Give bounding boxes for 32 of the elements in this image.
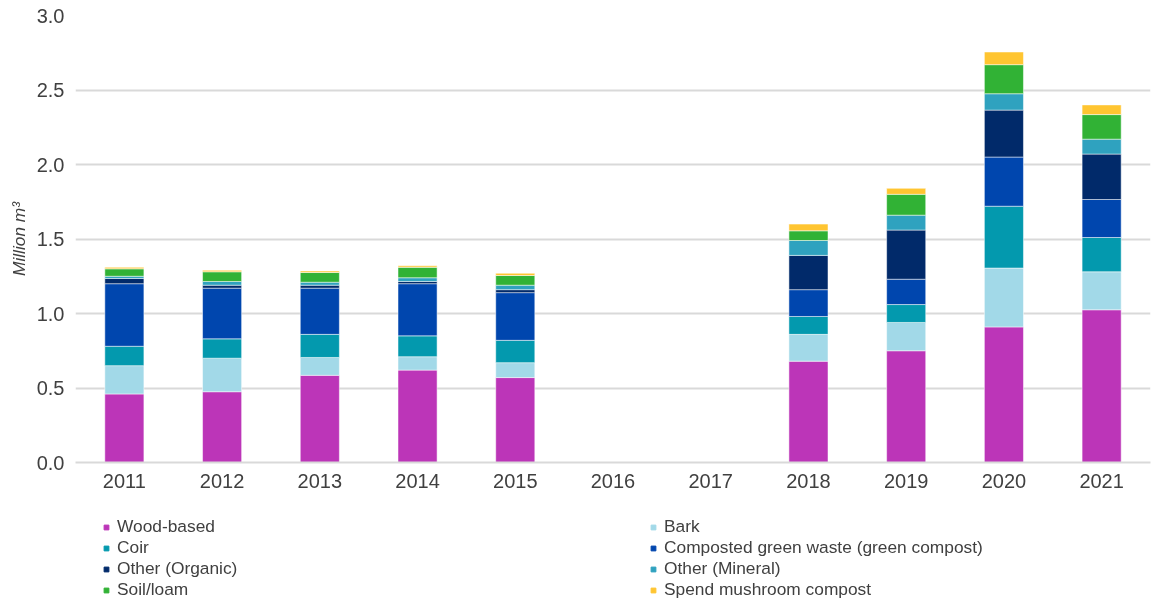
bar xyxy=(104,268,145,277)
y-tick-label: 1.0 xyxy=(36,302,65,325)
legend-label: Other (Mineral) xyxy=(664,558,782,579)
x-tick-label: 2013 xyxy=(297,469,343,492)
x-tick-label: 2012 xyxy=(199,469,245,492)
x-tick-label: 2016 xyxy=(590,469,636,492)
bar xyxy=(397,267,438,278)
x-tick-label: 2020 xyxy=(981,469,1027,492)
y-tick-label: 2.0 xyxy=(36,153,65,176)
legend-label: Bark xyxy=(664,516,701,537)
legend-label: Other (Organic) xyxy=(117,558,239,579)
x-tick-label: 2018 xyxy=(786,469,831,492)
x-tick-label: 2015 xyxy=(493,469,538,492)
y-tick-label: 0.5 xyxy=(36,377,65,399)
y-axis-title: Million m³ xyxy=(8,200,29,277)
x-tick-label: 2014 xyxy=(395,469,440,492)
legend-label: Spend mushroom compost xyxy=(664,579,873,600)
legend-label: Composted green waste (green compost) xyxy=(664,537,984,558)
x-tick-label: 2021 xyxy=(1079,469,1124,492)
y-tick-label: 0.0 xyxy=(36,451,65,474)
bar xyxy=(202,271,242,282)
bar xyxy=(495,275,536,286)
x-tick-label: 2019 xyxy=(883,469,929,492)
x-tick-label: 2011 xyxy=(102,469,146,492)
y-tick-label: 1.5 xyxy=(36,228,65,250)
x-tick-label: 2017 xyxy=(688,469,733,492)
y-tick-label: 2.5 xyxy=(36,79,65,101)
legend-label: Wood-based xyxy=(117,516,216,537)
y-tick-label: 3.0 xyxy=(36,4,65,27)
legend-label: Soil/loam xyxy=(117,579,190,600)
bar xyxy=(300,272,340,283)
legend-label: Coir xyxy=(117,537,150,558)
